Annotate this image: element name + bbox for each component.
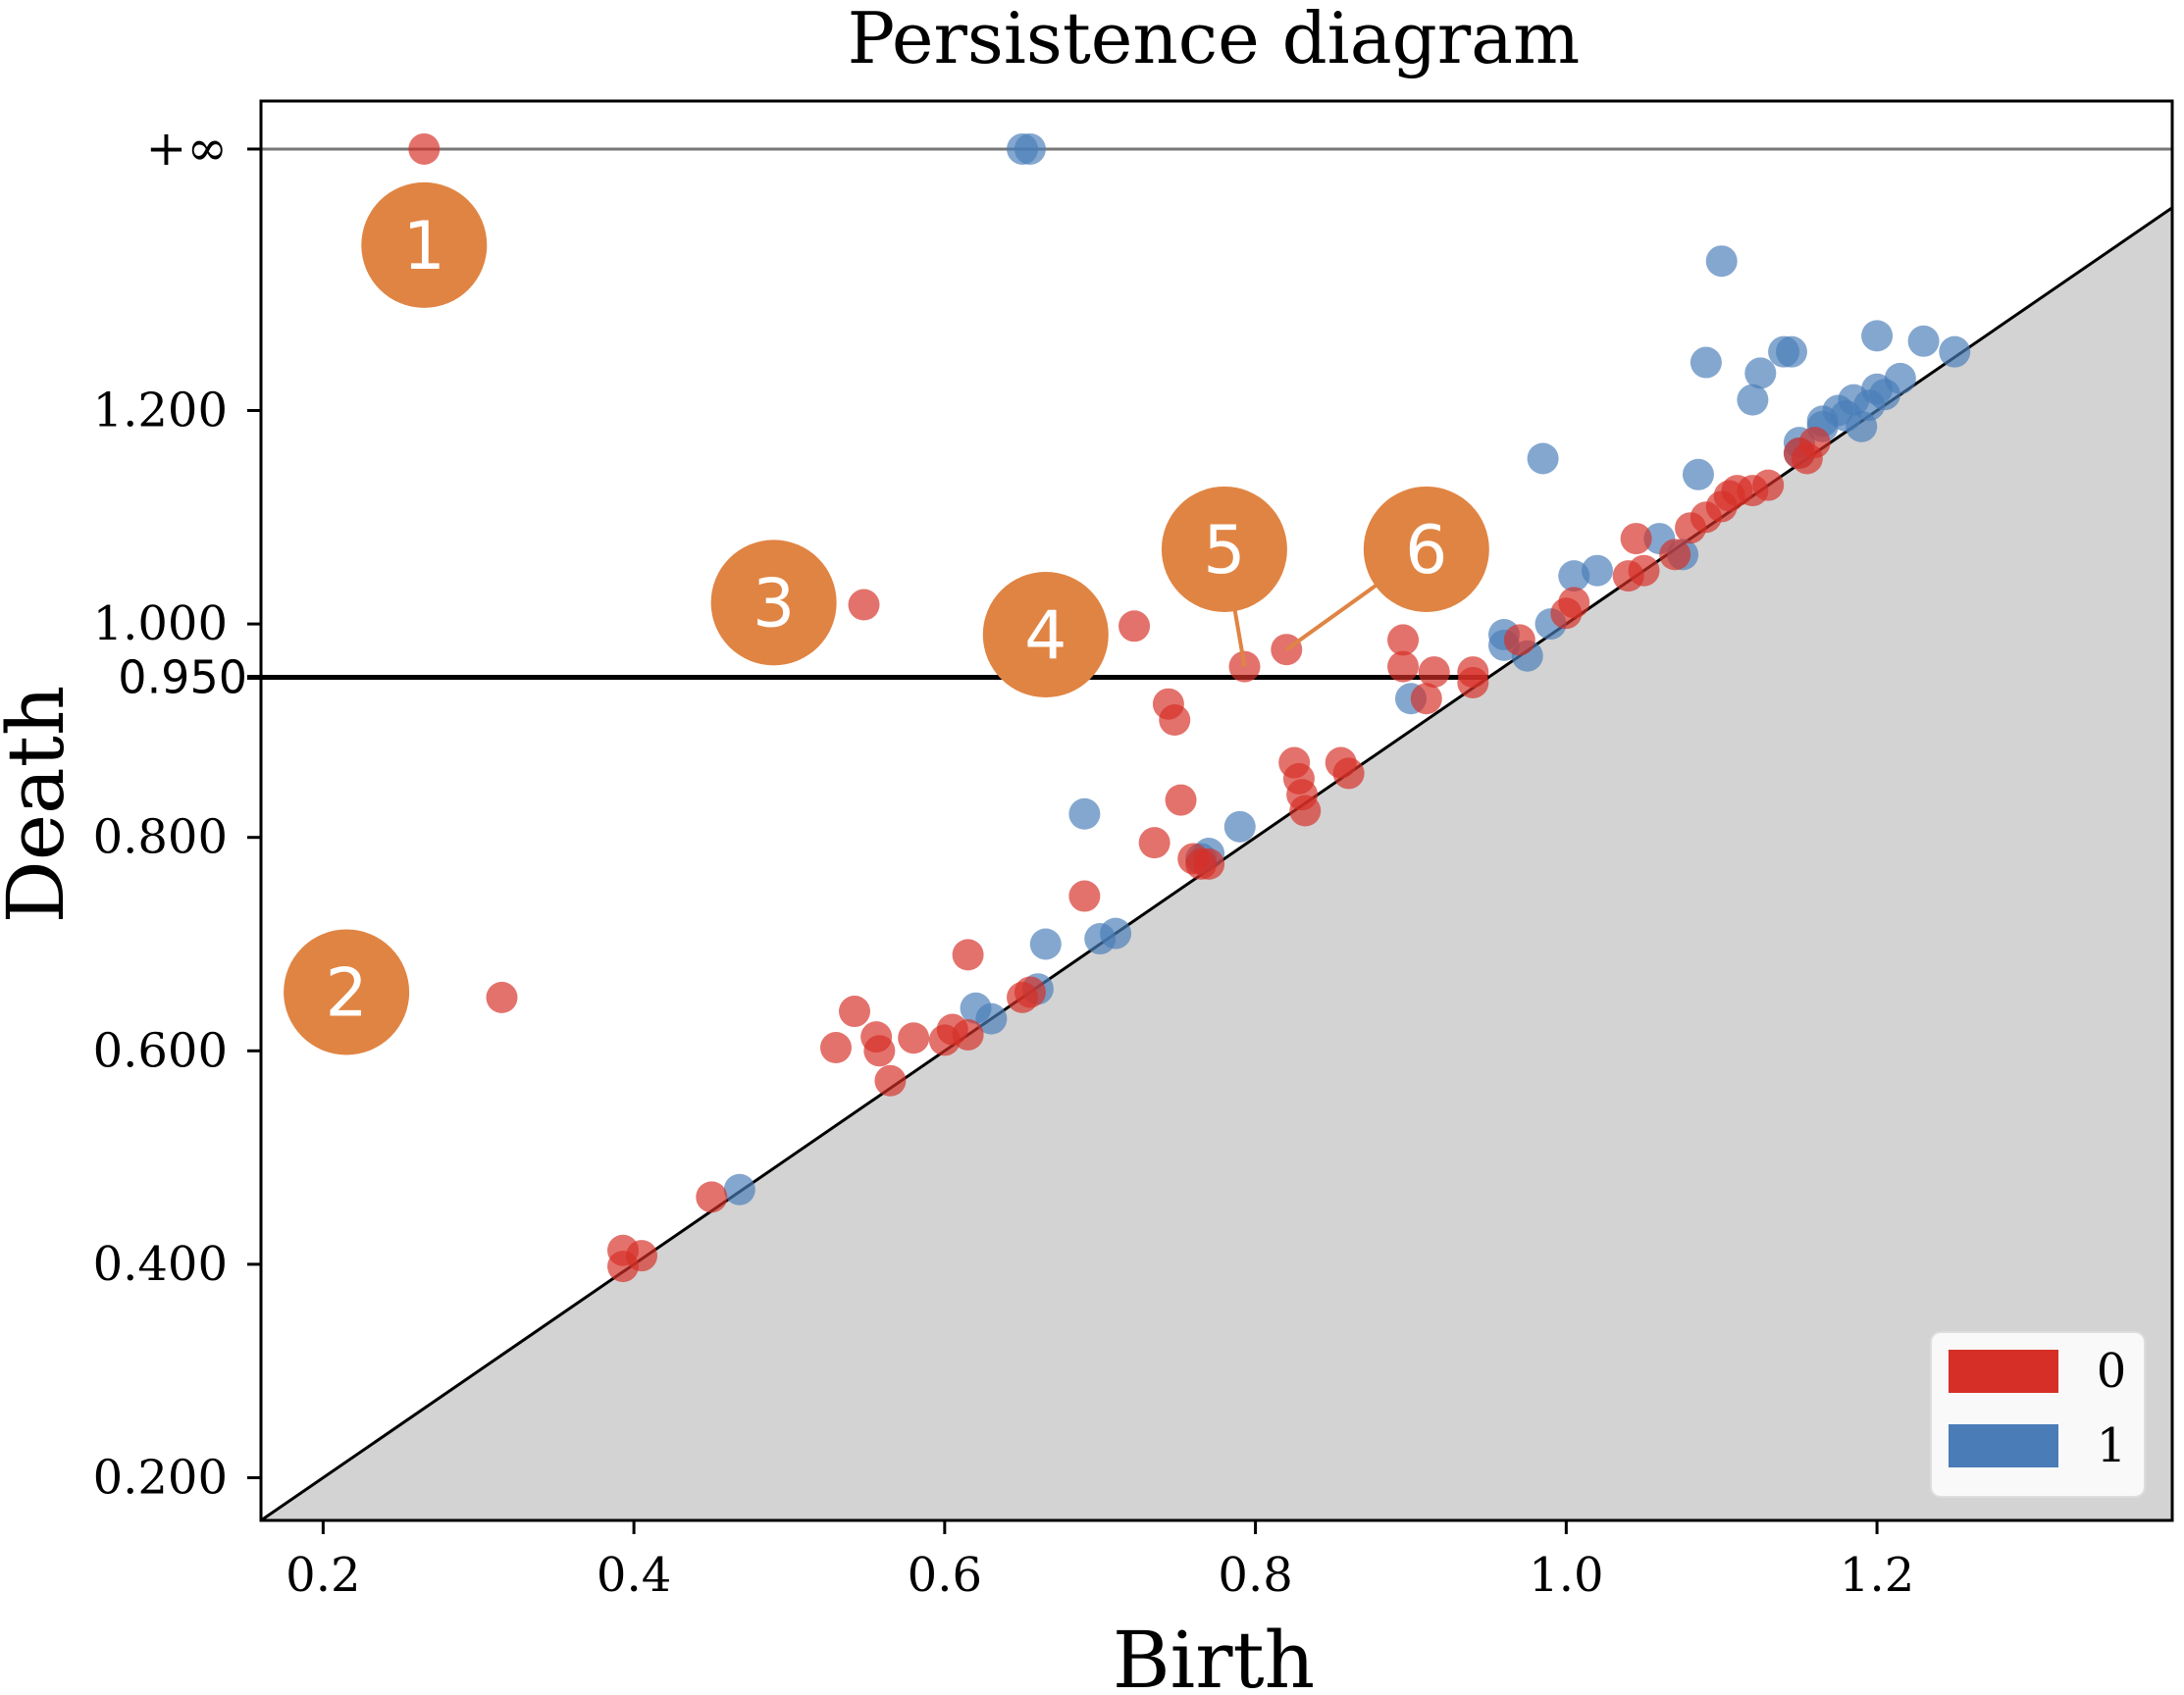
point-series-0 (1410, 683, 1442, 715)
point-series-1 (1737, 384, 1769, 416)
annotation-label-5: 5 (1203, 512, 1245, 590)
annotation-marker-5 (1161, 486, 1287, 612)
point-series-0 (1457, 666, 1489, 698)
point-series-0 (1659, 539, 1691, 571)
point-series-0 (1159, 704, 1191, 737)
x-tick-label: 0.8 (1218, 1548, 1292, 1603)
legend-swatch-0 (1949, 1350, 2058, 1393)
point-series-1 (1884, 362, 1916, 394)
point-series-0 (819, 1032, 852, 1064)
annotation-label-4: 4 (1024, 597, 1066, 675)
point-series-0 (1798, 427, 1831, 459)
point-series-1 (1861, 320, 1894, 352)
point-series-1 (975, 1002, 1008, 1035)
annotation-label-2: 2 (325, 954, 367, 1032)
point-series-0 (1014, 976, 1046, 1008)
point-series-0 (898, 1022, 930, 1054)
legend-label-1: 1 (2097, 1418, 2127, 1473)
point-series-0 (1193, 848, 1225, 880)
point-series-1 (1527, 442, 1559, 475)
point-series-1 (1907, 325, 1940, 357)
chart-title: Persistence diagram (848, 0, 1581, 79)
point-series-1 (1029, 928, 1062, 960)
annotation-marker-4 (982, 571, 1109, 697)
point-series-1 (1939, 335, 1971, 368)
point-series-1 (723, 1173, 755, 1206)
point-series-1 (1582, 554, 1614, 587)
point-series-0 (1138, 827, 1170, 859)
annotation-label-1: 1 (403, 208, 445, 285)
point-series-1 (1690, 346, 1722, 379)
annotation-marker-1 (361, 181, 488, 308)
x-tick-label: 0.2 (286, 1548, 360, 1603)
point-series-0 (1503, 624, 1535, 656)
legend-swatch-1 (1949, 1424, 2058, 1467)
point-series-1 (1014, 132, 1046, 165)
y-axis-ticks: 0.200 0.400 0.600 0.800 1.000 1.200 (93, 147, 261, 1505)
point-series-0 (952, 1018, 984, 1051)
plot-frame (259, 99, 2174, 1522)
point-series-0 (486, 981, 518, 1013)
point-series-0 (1068, 880, 1101, 912)
point-series-1 (1846, 410, 1878, 442)
point-series-0 (696, 1181, 728, 1213)
point-series-0 (1332, 757, 1365, 790)
x-tick-label: 0.6 (908, 1548, 982, 1603)
point-series-1 (1682, 458, 1714, 490)
annotation-marker-2 (284, 929, 410, 1055)
y-tick-label: 0.800 (93, 810, 228, 865)
annotation-label-3: 3 (753, 565, 795, 642)
x-tick-label: 1.0 (1529, 1548, 1603, 1603)
point-series-0 (838, 996, 870, 1028)
data-points (408, 132, 1971, 1283)
x-tick-label: 1.2 (1840, 1548, 1914, 1603)
point-series-0 (1418, 656, 1450, 689)
point-series-1 (1744, 357, 1777, 389)
annotation-label-6: 6 (1405, 512, 1447, 590)
y-tick-label: 0.200 (93, 1450, 228, 1505)
y-axis-label: Death (0, 686, 81, 924)
point-series-1 (1223, 810, 1256, 843)
point-series-0 (1628, 554, 1660, 587)
point-series-1 (1100, 917, 1132, 950)
point-series-0 (1387, 624, 1420, 656)
y-tick-label: 0.400 (93, 1237, 228, 1292)
y-tick-label: 0.600 (93, 1023, 228, 1078)
point-series-0 (1620, 523, 1652, 555)
x-axis-label: Birth (1113, 1615, 1315, 1695)
point-series-0 (1118, 610, 1151, 642)
x-tick-label: 0.4 (597, 1548, 671, 1603)
point-series-1 (1775, 335, 1807, 368)
x-axis-ticks: 0.2 0.4 0.6 0.8 1.0 1.2 (286, 1520, 1914, 1603)
point-series-0 (1289, 795, 1322, 827)
point-series-1 (1705, 245, 1738, 278)
infinity-tick-label: +∞ (145, 120, 228, 177)
annotations: 1 2 3 4 5 6 (284, 181, 1489, 1055)
y-tick-label: 1.000 (93, 596, 228, 651)
point-series-0 (848, 589, 880, 621)
point-series-0 (1165, 784, 1197, 816)
threshold-label: 0.950 (118, 651, 247, 704)
point-series-0 (408, 132, 441, 165)
y-tick-label: 1.200 (93, 384, 228, 438)
legend: 0 1 (1930, 1331, 2146, 1498)
point-series-1 (1068, 797, 1101, 830)
point-series-0 (874, 1064, 907, 1097)
point-series-0 (863, 1035, 896, 1067)
point-series-0 (1558, 587, 1590, 619)
point-series-0 (1752, 469, 1785, 501)
annotation-marker-3 (710, 539, 837, 666)
legend-label-0: 0 (2097, 1344, 2127, 1399)
point-series-0 (1387, 650, 1420, 683)
point-series-0 (952, 939, 984, 971)
point-series-0 (626, 1240, 658, 1272)
annotation-marker-6 (1363, 486, 1489, 612)
